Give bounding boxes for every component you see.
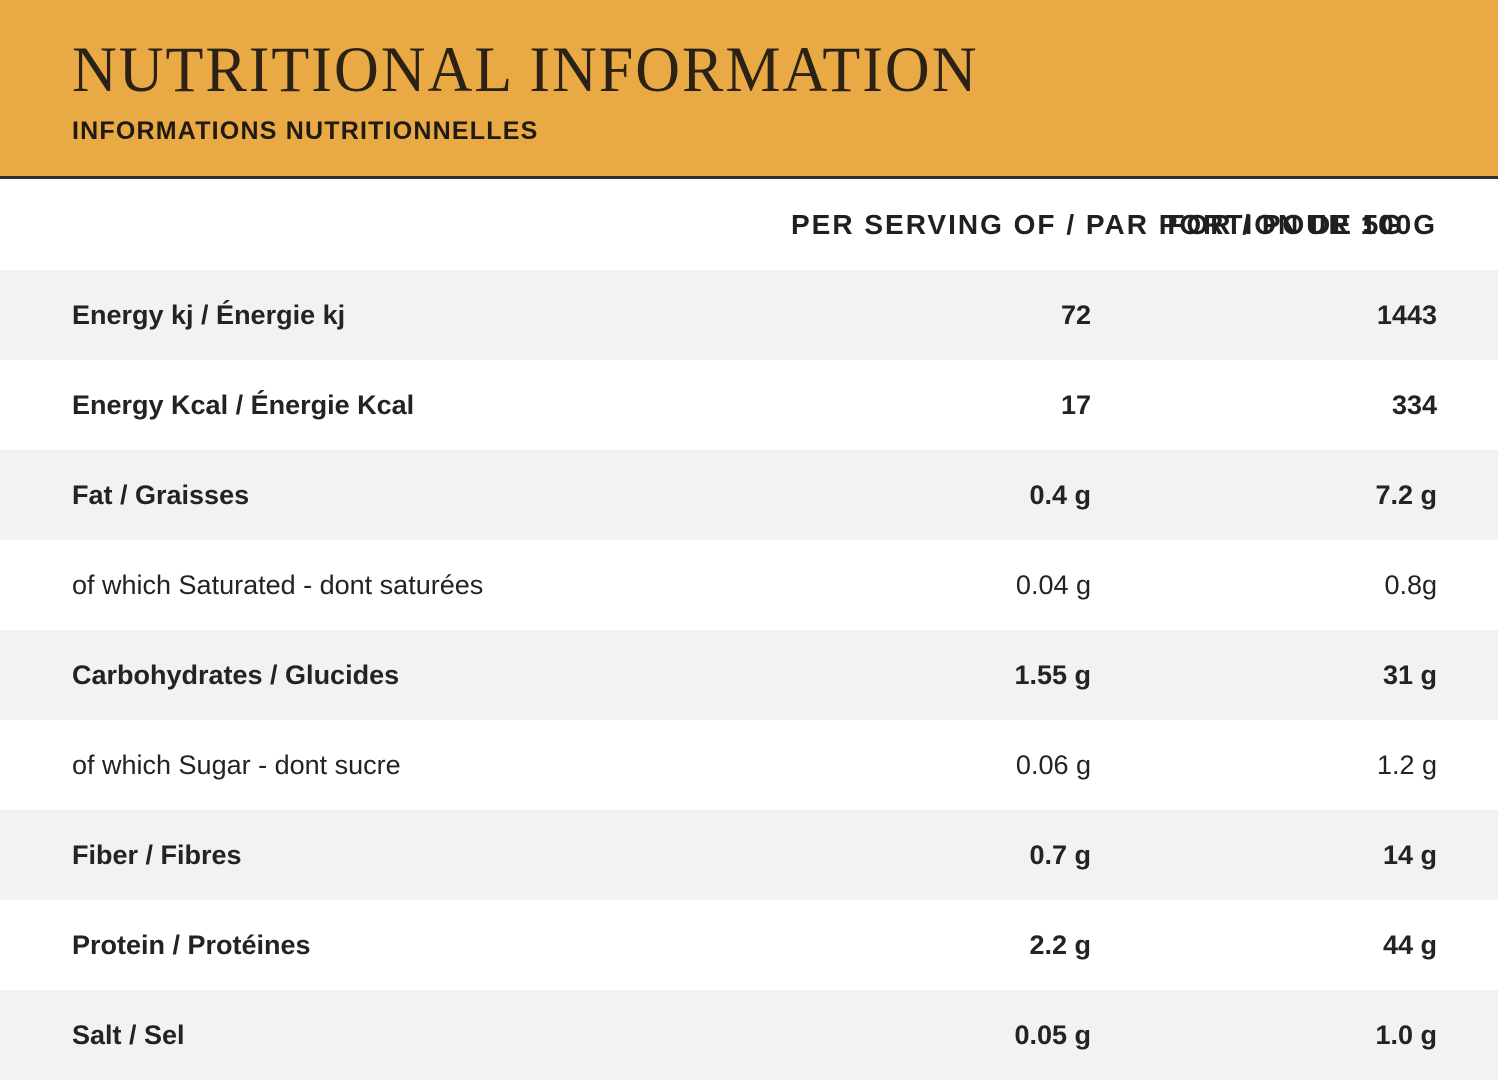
table-row-fiber: Fiber / Fibres 0.7 g 14 g — [0, 810, 1498, 900]
value-per-100g: 14 g — [1382, 839, 1437, 870]
table-row-energy-kj: Energy kj / Énergie kj 72 1443 — [0, 270, 1498, 360]
value-per-serving: 0.04 g — [1015, 569, 1091, 600]
table-row-carbohydrates: Carbohydrates / Glucides 1.55 g 31 g — [0, 630, 1498, 720]
value-per-100g: 334 — [1391, 389, 1437, 420]
table-row-protein: Protein / Protéines 2.2 g 44 g — [0, 900, 1498, 990]
column-header-per-serving: PER SERVING OF / PAR PORTION DE 5G — [791, 208, 1405, 240]
table-row-energy-kcal: Energy Kcal / Énergie Kcal 17 334 — [0, 360, 1498, 450]
value-per-100g: 1.2 g — [1376, 749, 1437, 780]
row-label: Salt / Sel — [72, 1019, 185, 1050]
value-per-serving: 0.7 g — [1029, 839, 1091, 870]
value-per-100g: 1443 — [1376, 299, 1437, 330]
row-label: Energy Kcal / Énergie Kcal — [72, 389, 415, 420]
column-header-per-100g: FOR / POUR 100G — [1167, 208, 1437, 240]
value-per-serving: 17 — [1060, 389, 1091, 420]
header-band: NUTRITIONAL INFORMATION INFORMATIONS NUT… — [0, 0, 1498, 179]
nutrition-table: PER SERVING OF / PAR PORTION DE 5G FOR /… — [0, 179, 1498, 1080]
value-per-100g: 7.2 g — [1375, 479, 1437, 510]
row-label: Energy kj / Énergie kj — [72, 299, 346, 330]
table-row-saturated: of which Saturated - dont saturées 0.04 … — [0, 540, 1498, 630]
row-label: of which Saturated - dont saturées — [72, 569, 484, 600]
value-per-serving: 1.55 g — [1014, 659, 1091, 690]
row-label: Protein / Protéines — [72, 929, 311, 960]
table-row-fat: Fat / Graisses 0.4 g 7.2 g — [0, 450, 1498, 540]
table-header-row: PER SERVING OF / PAR PORTION DE 5G FOR /… — [0, 179, 1498, 270]
value-per-serving: 0.05 g — [1014, 1019, 1091, 1050]
value-per-100g: 31 g — [1382, 659, 1437, 690]
value-per-100g: 0.8g — [1384, 569, 1437, 600]
value-per-serving: 2.2 g — [1029, 929, 1091, 960]
value-per-serving: 0.06 g — [1015, 749, 1091, 780]
row-label: of which Sugar - dont sucre — [72, 749, 401, 780]
value-per-serving: 0.4 g — [1029, 479, 1091, 510]
row-label: Fat / Graisses — [72, 479, 250, 510]
page-title: NUTRITIONAL INFORMATION — [72, 34, 979, 106]
row-label: Carbohydrates / Glucides — [72, 659, 400, 690]
table-row-salt: Salt / Sel 0.05 g 1.0 g — [0, 990, 1498, 1080]
value-per-100g: 1.0 g — [1375, 1019, 1437, 1050]
value-per-100g: 44 g — [1382, 929, 1437, 960]
page-subtitle: INFORMATIONS NUTRITIONNELLES — [72, 117, 539, 145]
row-label: Fiber / Fibres — [72, 839, 242, 870]
value-per-serving: 72 — [1060, 299, 1091, 330]
table-row-sugar: of which Sugar - dont sucre 0.06 g 1.2 g — [0, 720, 1498, 810]
